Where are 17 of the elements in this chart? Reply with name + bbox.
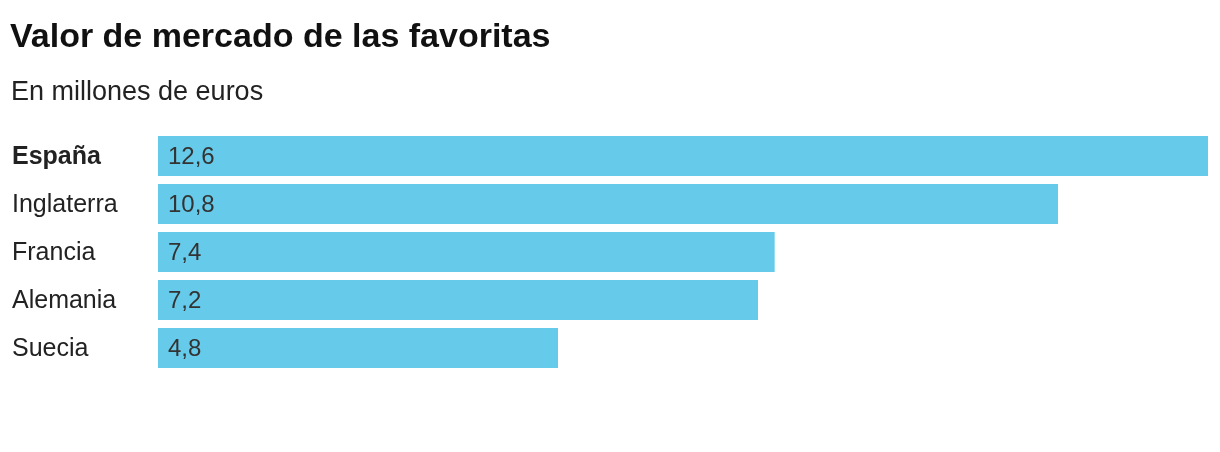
data-label: 4,8 (168, 333, 202, 361)
y-tick-label: Suecia (12, 332, 89, 361)
y-tick-label: Alemania (12, 284, 117, 313)
bar (158, 184, 1058, 224)
bar (158, 280, 758, 320)
data-label: 12,6 (168, 141, 215, 169)
y-tick-label: Francia (12, 236, 96, 265)
y-tick-label: España (12, 140, 103, 169)
bar (158, 328, 558, 368)
data-label: 10,8 (168, 189, 215, 217)
y-tick-label: Inglaterra (12, 188, 118, 217)
bar (158, 232, 775, 272)
chart-title: Valor de mercado de las favoritas (10, 16, 551, 55)
data-label: 7,4 (168, 237, 202, 265)
data-label: 7,2 (168, 285, 202, 313)
bar (158, 136, 1208, 176)
chart-subtitle: En millones de euros (11, 76, 264, 107)
